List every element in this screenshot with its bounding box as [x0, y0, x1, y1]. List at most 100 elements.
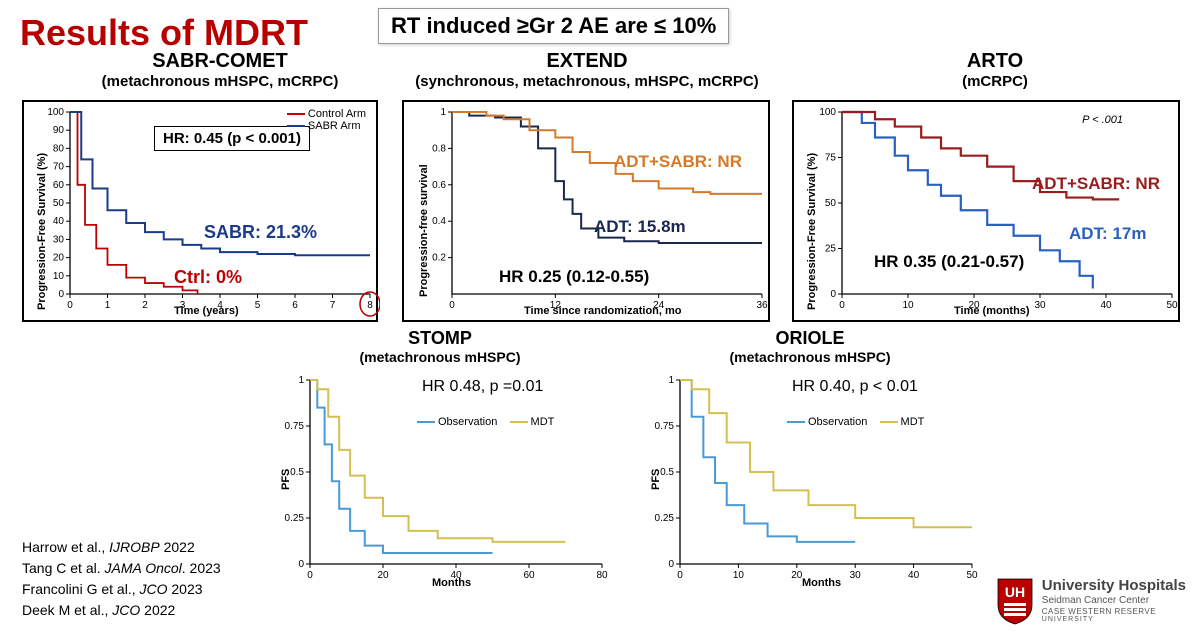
legend-mdt: MDT: [510, 416, 555, 428]
svg-text:80: 80: [53, 143, 65, 154]
sabr-subtitle: (metachronous mHSPC, mCRPC): [70, 73, 370, 90]
svg-text:50: 50: [1166, 300, 1178, 311]
arto-xlabel: Time (months): [954, 305, 1030, 317]
stomp-title: STOMP (metachronous mHSPC): [280, 328, 600, 365]
arto-adt-label: ADT: 17m: [1069, 224, 1146, 244]
svg-text:90: 90: [53, 125, 65, 136]
arto-ylabel: Progression-Free Survival (%): [806, 110, 818, 310]
svg-text:0.25: 0.25: [655, 513, 675, 524]
svg-text:10: 10: [53, 271, 65, 282]
stomp-xlabel: Months: [432, 577, 471, 589]
oriole-title: ORIOLE (metachronous mHSPC): [650, 328, 970, 365]
svg-text:40: 40: [908, 570, 920, 581]
arto-subtitle: (mCRPC): [830, 73, 1160, 90]
svg-text:25: 25: [825, 244, 837, 255]
ref-2: Tang C et al. JAMA Oncol. 2023: [22, 558, 221, 579]
stomp-hr: HR 0.48, p =0.01: [422, 378, 543, 396]
arto-title-text: ARTO: [830, 50, 1160, 73]
svg-text:7: 7: [330, 300, 336, 311]
svg-text:0: 0: [677, 570, 683, 581]
svg-text:30: 30: [53, 234, 65, 245]
svg-text:75: 75: [825, 153, 837, 164]
extend-xlabel: Time since randomization, mo: [524, 305, 682, 317]
extend-title: EXTEND (synchronous, metachronous, mHSPC…: [402, 50, 772, 90]
svg-text:0: 0: [58, 289, 64, 300]
stomp-subtitle: (metachronous mHSPC): [280, 349, 600, 365]
references: Harrow et al., IJROBP 2022 Tang C et al.…: [22, 537, 221, 621]
ref-4: Deek M et al., JCO 2022: [22, 600, 221, 621]
legend-sabr: SABR Arm: [287, 120, 366, 132]
sabr-title-text: SABR-COMET: [70, 50, 370, 73]
oriole-legend: Observation MDT: [787, 416, 924, 428]
svg-text:20: 20: [377, 570, 389, 581]
svg-text:50: 50: [825, 198, 837, 209]
svg-text:30: 30: [1034, 300, 1046, 311]
extend-ylabel: Progression-free survival: [418, 117, 430, 297]
sabr-ylabel: Progression-Free Survival (%): [36, 110, 48, 310]
arto-pval: P < .001: [1082, 114, 1123, 126]
svg-text:60: 60: [53, 180, 65, 191]
oriole-title-text: ORIOLE: [650, 328, 970, 349]
svg-text:0.2: 0.2: [432, 253, 446, 264]
stomp-chart: 02040608000.250.50.751 HR 0.48, p =0.01 …: [262, 370, 612, 592]
svg-text:40: 40: [1100, 300, 1112, 311]
legend-obs: Observation: [787, 416, 867, 428]
extend-chart: 01224360.20.40.60.81 ADT+SABR: NR ADT: 1…: [402, 100, 770, 322]
svg-text:0.8: 0.8: [432, 143, 446, 154]
svg-text:0.4: 0.4: [432, 216, 446, 227]
ref-1: Harrow et al., IJROBP 2022: [22, 537, 221, 558]
stomp-svg: 02040608000.250.50.751: [262, 370, 612, 592]
svg-text:0.5: 0.5: [290, 467, 304, 478]
svg-text:50: 50: [53, 198, 65, 209]
svg-text:10: 10: [902, 300, 914, 311]
svg-text:0.25: 0.25: [285, 513, 305, 524]
ref-3: Francolini G et al., JCO 2023: [22, 579, 221, 600]
stomp-ylabel: PFS: [280, 469, 292, 490]
svg-text:1: 1: [298, 375, 304, 386]
extend-adt-label: ADT: 15.8m: [594, 217, 686, 237]
oriole-ylabel: PFS: [650, 469, 662, 490]
svg-text:5: 5: [255, 300, 261, 311]
stomp-title-text: STOMP: [280, 328, 600, 349]
uh-shield-icon: UH: [994, 577, 1036, 625]
svg-text:UH: UH: [1005, 584, 1025, 600]
svg-text:0: 0: [839, 300, 845, 311]
svg-text:0: 0: [307, 570, 313, 581]
oriole-hr: HR 0.40, p < 0.01: [792, 378, 918, 396]
svg-text:0.5: 0.5: [660, 467, 674, 478]
svg-text:1: 1: [440, 107, 446, 118]
oriole-subtitle: (metachronous mHSPC): [650, 349, 970, 365]
svg-text:100: 100: [819, 107, 836, 118]
svg-text:6: 6: [292, 300, 298, 311]
svg-text:60: 60: [523, 570, 535, 581]
svg-text:0: 0: [67, 300, 73, 311]
svg-text:0.6: 0.6: [432, 180, 446, 191]
ae-callout: RT induced ≥Gr 2 AE are ≤ 10%: [378, 8, 729, 44]
logo-text: University Hospitals Seidman Cancer Cent…: [1042, 578, 1186, 624]
svg-text:70: 70: [53, 162, 65, 173]
arto-sabr-label: ADT+SABR: NR: [1032, 174, 1160, 194]
svg-text:100: 100: [47, 107, 64, 118]
sabr-xlabel: Time (years): [174, 305, 239, 317]
extend-title-text: EXTEND: [402, 50, 772, 73]
arto-chart: 010203040500255075100 P < .001 ADT+SABR:…: [792, 100, 1180, 322]
slide-title: Results of MDRT: [20, 12, 308, 54]
arto-hr: HR 0.35 (0.21-0.57): [874, 252, 1024, 272]
legend-ctrl: Control Arm: [287, 108, 366, 120]
svg-text:0: 0: [298, 559, 304, 570]
oriole-svg: 0102030405000.250.50.751: [632, 370, 982, 592]
svg-text:1: 1: [105, 300, 111, 311]
svg-text:10: 10: [733, 570, 745, 581]
sabr-title: SABR-COMET (metachronous mHSPC, mCRPC): [70, 50, 370, 90]
stomp-legend: Observation MDT: [417, 416, 554, 428]
extend-hr: HR 0.25 (0.12-0.55): [499, 267, 649, 287]
legend-mdt: MDT: [880, 416, 925, 428]
svg-text:30: 30: [850, 570, 862, 581]
svg-text:80: 80: [596, 570, 608, 581]
svg-text:0: 0: [668, 559, 674, 570]
svg-text:1: 1: [668, 375, 674, 386]
svg-text:2: 2: [142, 300, 148, 311]
svg-text:40: 40: [53, 216, 65, 227]
legend-obs: Observation: [417, 416, 497, 428]
arto-svg: 010203040500255075100: [794, 102, 1182, 324]
